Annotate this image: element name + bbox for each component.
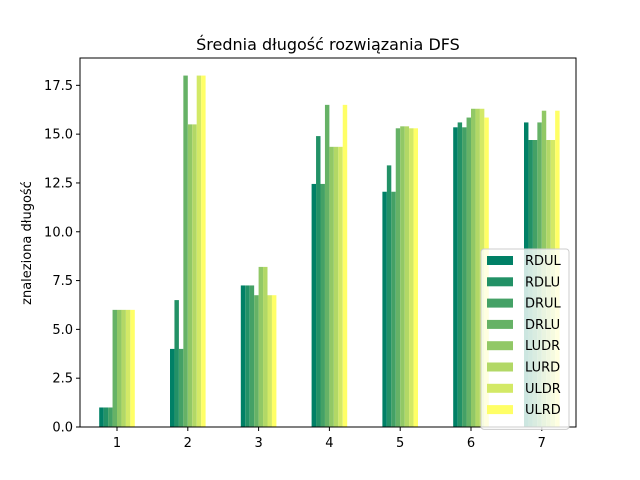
- bar-ulrd-5: [413, 128, 418, 428]
- bar-uldr-4: [338, 146, 343, 427]
- plot-frame: [79, 57, 577, 428]
- legend-swatch-lurd: [487, 362, 513, 372]
- y-tick-label: 15.0: [44, 128, 73, 143]
- bar-drul-3: [249, 285, 255, 427]
- bar-lurd-5: [404, 126, 410, 427]
- bar-uldr-5: [409, 128, 414, 428]
- x-tick-label: 6: [467, 436, 475, 451]
- legend-label-rdul: RDUL: [525, 254, 562, 269]
- y-tick-label: 5.0: [52, 323, 73, 338]
- bar-ulrd-4: [342, 104, 348, 428]
- x-tick-label: 1: [113, 436, 121, 451]
- bar-drul-5: [391, 191, 396, 427]
- bar-rdul-5: [382, 191, 387, 427]
- bar-uldr-3: [267, 295, 272, 427]
- bar-lurd-1: [121, 309, 126, 427]
- legend: RDUL RDLU DRUL DRLU LUDR LURD ULDR ULRD: [480, 248, 570, 430]
- x-tick-label: 2: [184, 436, 192, 451]
- bar-rdul-3: [240, 285, 246, 427]
- bar-ludr-3: [258, 266, 264, 427]
- bar-lurd-6: [475, 108, 480, 427]
- bar-drlu-1: [112, 309, 117, 427]
- bar-rdlu-4: [316, 136, 321, 427]
- bar-rdlu-1: [103, 407, 109, 427]
- bar-ulrd-2: [201, 75, 206, 427]
- y-axis-label: znaleziona długość: [20, 181, 35, 305]
- bar-rdlu-2: [174, 300, 179, 427]
- legend-swatch-rdlu: [487, 277, 513, 287]
- bar-rdul-6: [453, 127, 458, 427]
- legend-label-uldr: ULDR: [525, 382, 561, 397]
- bar-lurd-2: [192, 124, 197, 427]
- legend-label-drul: DRUL: [525, 297, 562, 312]
- x-tick-label: 4: [325, 436, 333, 451]
- legend-label-ulrd: ULRD: [525, 403, 561, 418]
- x-axis-ticks: 1 2 3 4 5 6 7: [113, 427, 546, 451]
- y-tick-label: 2.5: [52, 372, 73, 387]
- bar-uldr-1: [125, 309, 131, 427]
- legend-swatch-ludr: [487, 341, 513, 351]
- bar-drul-6: [462, 127, 467, 427]
- bar-drlu-6: [466, 117, 471, 428]
- legend-label-drlu: DRLU: [525, 318, 560, 333]
- bar-ludr-4: [329, 146, 334, 427]
- legend-swatch-ulrd: [487, 405, 513, 415]
- bar-rdul-1: [99, 407, 104, 427]
- legend-label-lurd: LURD: [525, 361, 560, 376]
- bar-drlu-2: [183, 75, 188, 427]
- y-tick-label: 17.5: [44, 79, 73, 94]
- legend-swatch-uldr: [487, 383, 513, 393]
- legend-swatch-drlu: [487, 319, 513, 329]
- legend-swatch-rdul: [487, 256, 513, 265]
- legend-label-rdlu: RDLU: [525, 275, 560, 290]
- bar-drul-1: [108, 407, 113, 427]
- bar-drlu-4: [324, 104, 330, 428]
- bar-ludr-6: [471, 108, 476, 427]
- y-tick-label: 7.5: [52, 274, 73, 289]
- y-tick-label: 10.0: [44, 225, 73, 240]
- bar-drlu-3: [254, 295, 259, 427]
- bar-rdlu-5: [386, 165, 392, 427]
- bar-lurd-3: [263, 266, 268, 427]
- x-tick-label: 5: [396, 436, 404, 451]
- bar-ludr-2: [187, 124, 193, 427]
- x-tick-label: 3: [254, 436, 262, 451]
- bar-ludr-5: [400, 126, 405, 427]
- bar-drlu-5: [395, 128, 401, 428]
- y-tick-label: 0.0: [52, 421, 73, 436]
- bar-uldr-2: [196, 75, 202, 427]
- bar-rdul-2: [170, 348, 175, 427]
- legend-swatch-drul: [487, 298, 513, 308]
- bar-drul-2: [178, 348, 184, 427]
- chart-title: Średnia długość rozwiązania DFS: [196, 35, 460, 54]
- bar-drul-4: [320, 183, 325, 427]
- bar-rdlu-6: [457, 122, 463, 428]
- y-tick-label: 12.5: [44, 176, 73, 191]
- legend-label-ludr: LUDR: [525, 339, 560, 354]
- x-tick-label: 7: [538, 436, 546, 451]
- y-axis-ticks: 0.0 2.5 5.0 7.5 10.0 12.5 15.0 17.5: [44, 79, 80, 436]
- bar-ludr-1: [117, 309, 122, 427]
- bar-rdul-4: [311, 183, 317, 427]
- bar-rdlu-3: [245, 285, 250, 427]
- bar-ulrd-1: [130, 309, 135, 427]
- bar-ulrd-3: [271, 295, 277, 427]
- bar-lurd-4: [333, 146, 339, 427]
